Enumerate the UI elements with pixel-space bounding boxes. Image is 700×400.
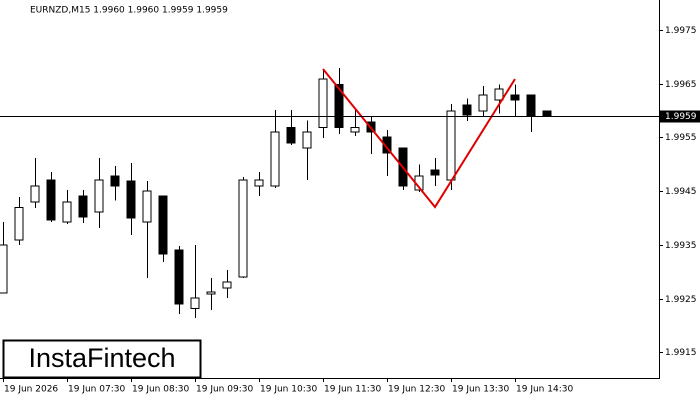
- y-tick-label: 1.9975: [665, 26, 697, 36]
- watermark-box: [2, 339, 202, 379]
- candle-body: [190, 297, 200, 310]
- y-tick-label: 1.9935: [665, 241, 697, 251]
- x-tick-label: 19 Jun 11:30: [324, 385, 381, 395]
- x-tick-label: 19 Jun 13:30: [452, 385, 509, 395]
- candle-body: [526, 94, 536, 117]
- candle-body: [174, 249, 184, 305]
- x-tick-label: 19 Jun 14:30: [516, 385, 573, 395]
- x-tick-label: 19 Jun 07:30: [68, 385, 125, 395]
- candle-body: [350, 126, 360, 133]
- y-tick-label: 1.9925: [665, 295, 697, 305]
- candle-body: [14, 206, 24, 241]
- candle-body: [494, 88, 504, 101]
- watermark: InstaFintech: [28, 343, 175, 373]
- x-tick-label: 19 Jun 12:30: [388, 385, 445, 395]
- candle-body: [302, 131, 312, 149]
- candle-body: [270, 131, 280, 187]
- y-tick-label: 1.9955: [665, 133, 697, 143]
- candle-body: [542, 110, 552, 117]
- x-tick-label: 19 Jun 2026: [4, 385, 58, 395]
- candle-body: [462, 104, 472, 116]
- candle-body: [510, 94, 520, 101]
- candle-body: [254, 179, 264, 187]
- y-tick-label: 1.9915: [665, 348, 697, 358]
- y-tick-label: 1.9945: [665, 187, 697, 197]
- candle-body: [62, 201, 72, 223]
- candle-body: [0, 244, 8, 294]
- candle-body: [206, 291, 216, 295]
- candle-body: [446, 110, 456, 181]
- candle-body: [222, 281, 232, 289]
- y-tick-label: 1.9965: [665, 80, 697, 90]
- candle-body: [94, 179, 104, 213]
- candle-body: [78, 195, 88, 218]
- x-tick-label: 19 Jun 10:30: [260, 385, 317, 395]
- price-tag: [660, 110, 700, 123]
- candle-body: [158, 195, 168, 255]
- candle-body: [478, 94, 488, 112]
- candle-body: [142, 190, 152, 223]
- candle-body: [286, 126, 296, 144]
- pattern-line: [322, 68, 516, 209]
- x-tick-label: 19 Jun 08:30: [132, 385, 189, 395]
- candle-body: [126, 180, 136, 219]
- candle-body: [430, 169, 440, 176]
- candle-body: [30, 185, 40, 203]
- x-tick-label: 19 Jun 09:30: [196, 385, 253, 395]
- candle-body: [318, 78, 328, 128]
- candle-body: [334, 83, 344, 128]
- candle-body: [46, 179, 56, 221]
- candle-body: [110, 175, 120, 187]
- chart-title: EURNZD,M15 1.9960 1.9960 1.9959 1.9959: [30, 6, 228, 16]
- price-label: 1.9959: [665, 112, 697, 122]
- candle-body: [238, 179, 248, 278]
- candle-body: [382, 136, 392, 154]
